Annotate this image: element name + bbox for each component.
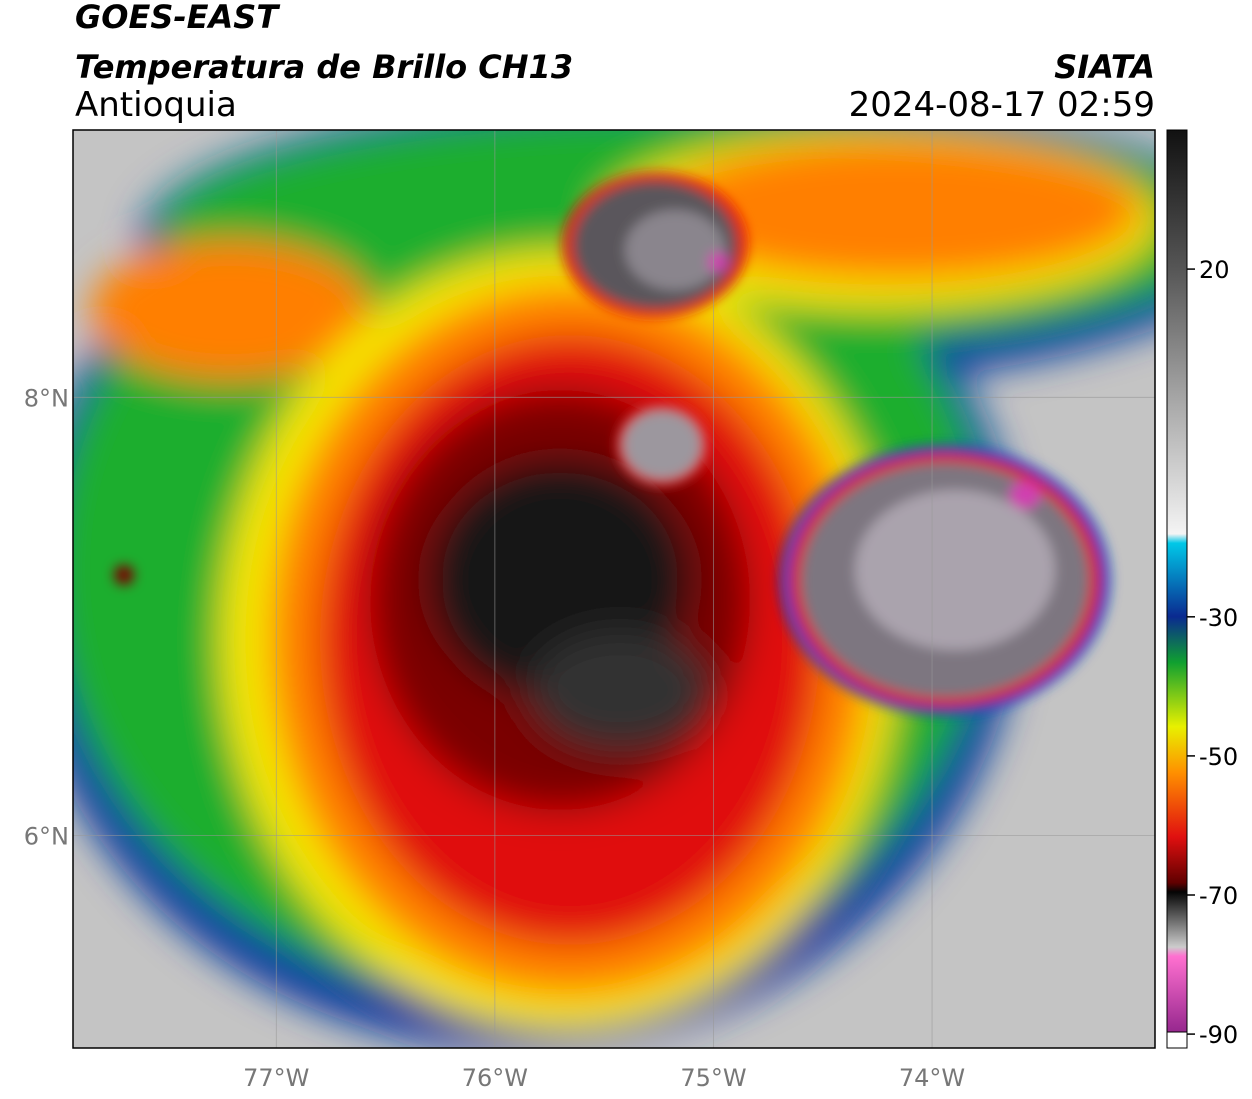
x-tick-label: 77°W: [243, 1064, 309, 1092]
colorbar-tick-label: -70: [1199, 882, 1238, 910]
colorbar-tick-label: 20: [1199, 256, 1230, 284]
y-tick-label: 6°N: [24, 822, 69, 850]
colorbar: [1166, 129, 1188, 1049]
satellite-image: [73, 130, 1155, 1048]
grid: [73, 130, 1155, 1048]
colorbar-tick-label: -50: [1199, 743, 1238, 771]
x-tick-label: 75°W: [680, 1064, 746, 1092]
title: GOES-EAST: [75, 0, 280, 36]
map-frame: [72, 129, 1156, 1049]
colorbar-tick-label: -90: [1199, 1021, 1238, 1049]
x-tick-label: 76°W: [462, 1064, 528, 1092]
y-tick-label: 8°N: [24, 384, 69, 412]
x-tick-label: 74°W: [899, 1064, 965, 1092]
subtitle: Temperatura de Brillo CH13: [75, 48, 573, 86]
datetime: 2024-08-17 02:59: [849, 85, 1155, 125]
source: SIATA: [1054, 48, 1155, 86]
colorbar-extension: [1166, 1031, 1188, 1049]
colorbar-tick-label: -30: [1199, 604, 1238, 632]
region: Antioquia: [75, 85, 237, 125]
